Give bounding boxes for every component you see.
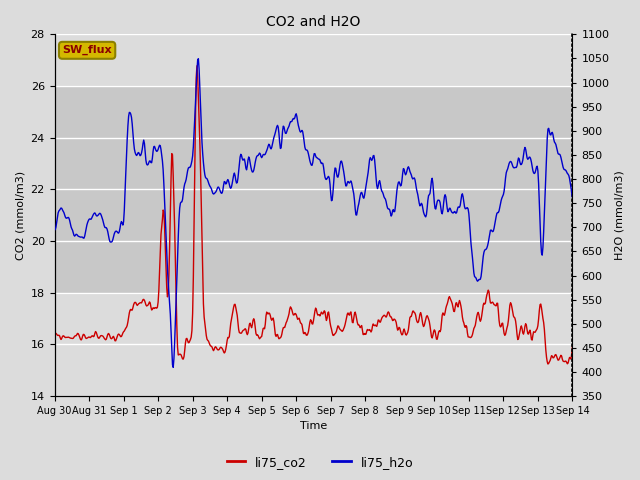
Title: CO2 and H2O: CO2 and H2O — [266, 15, 361, 29]
X-axis label: Time: Time — [300, 421, 327, 432]
Y-axis label: H2O (mmol/m3): H2O (mmol/m3) — [615, 170, 625, 260]
Y-axis label: CO2 (mmol/m3): CO2 (mmol/m3) — [15, 171, 25, 260]
Legend: li75_co2, li75_h2o: li75_co2, li75_h2o — [221, 451, 419, 474]
Text: SW_flux: SW_flux — [62, 45, 112, 56]
Bar — [54, 86, 572, 293]
